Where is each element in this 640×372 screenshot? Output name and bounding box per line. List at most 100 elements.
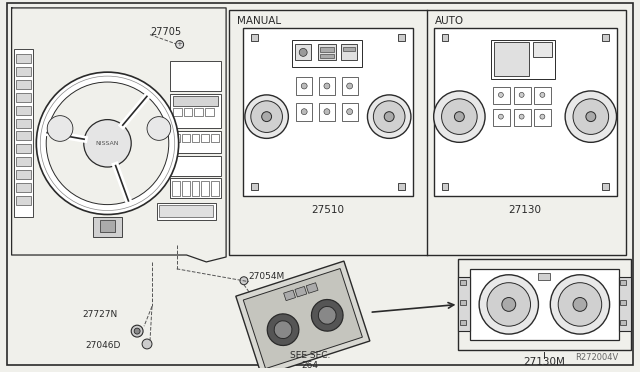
Bar	[243, 269, 362, 369]
Bar	[15, 54, 31, 63]
Bar	[460, 320, 467, 325]
Bar	[296, 103, 312, 121]
Bar	[159, 205, 213, 218]
Circle shape	[134, 328, 140, 334]
Circle shape	[300, 48, 307, 56]
Circle shape	[176, 41, 184, 48]
Circle shape	[274, 321, 292, 339]
Bar	[602, 183, 609, 190]
Circle shape	[479, 275, 538, 334]
Bar	[173, 108, 182, 116]
Text: AUTO: AUTO	[435, 16, 464, 26]
Bar	[15, 170, 31, 179]
Bar	[229, 10, 627, 255]
Bar	[493, 109, 510, 125]
Bar	[494, 42, 529, 76]
Bar	[491, 39, 556, 79]
Bar	[342, 77, 358, 95]
Circle shape	[586, 112, 596, 122]
Text: 27705: 27705	[150, 27, 181, 36]
Bar	[243, 28, 413, 196]
Bar	[236, 261, 370, 372]
Bar	[15, 131, 31, 140]
Circle shape	[324, 109, 330, 115]
Bar	[15, 157, 31, 166]
Bar	[514, 109, 531, 125]
Bar	[620, 280, 627, 285]
Text: 27130M: 27130M	[524, 357, 565, 367]
Bar	[295, 286, 307, 297]
Text: 27046D: 27046D	[86, 341, 121, 350]
Bar	[93, 218, 122, 237]
Text: MANUAL: MANUAL	[237, 16, 281, 26]
Bar	[170, 61, 221, 91]
Bar	[398, 183, 405, 190]
Bar	[205, 108, 214, 116]
Circle shape	[373, 101, 405, 132]
Circle shape	[268, 314, 299, 346]
Circle shape	[147, 117, 171, 140]
Bar	[320, 48, 334, 52]
Circle shape	[142, 339, 152, 349]
Bar	[620, 301, 627, 305]
Circle shape	[502, 298, 516, 311]
Bar	[534, 87, 551, 104]
Circle shape	[46, 82, 169, 205]
Text: SEE SEC.
264: SEE SEC. 264	[290, 351, 330, 371]
Bar	[202, 134, 209, 142]
Bar	[493, 87, 510, 104]
Circle shape	[36, 72, 179, 215]
Bar	[458, 259, 631, 350]
Bar	[191, 181, 200, 196]
Circle shape	[540, 114, 545, 119]
Circle shape	[131, 325, 143, 337]
Bar	[172, 181, 180, 196]
Bar	[15, 67, 31, 76]
Circle shape	[565, 91, 616, 142]
Bar	[170, 178, 221, 198]
Circle shape	[347, 83, 353, 89]
Bar	[458, 277, 470, 331]
Bar	[319, 103, 335, 121]
Circle shape	[347, 109, 353, 115]
Bar	[434, 28, 616, 196]
Circle shape	[318, 307, 336, 324]
Bar	[202, 181, 209, 196]
Circle shape	[442, 99, 477, 134]
Bar	[295, 45, 311, 60]
Bar	[534, 109, 551, 125]
Circle shape	[251, 101, 282, 132]
Circle shape	[301, 83, 307, 89]
Bar	[195, 108, 204, 116]
Circle shape	[540, 92, 545, 97]
Bar	[602, 33, 609, 41]
Text: 27130: 27130	[508, 205, 541, 215]
Circle shape	[519, 114, 524, 119]
Bar	[470, 269, 620, 340]
Circle shape	[519, 92, 524, 97]
Bar	[211, 181, 219, 196]
Bar	[319, 77, 335, 95]
Bar	[292, 39, 362, 67]
Circle shape	[487, 283, 531, 326]
Bar	[182, 134, 189, 142]
Bar	[460, 301, 467, 305]
Bar	[251, 33, 258, 41]
Circle shape	[573, 298, 587, 311]
Bar	[13, 49, 33, 218]
Bar	[182, 181, 189, 196]
Bar	[398, 33, 405, 41]
Bar	[538, 273, 550, 280]
Text: R272004V: R272004V	[575, 353, 618, 362]
Circle shape	[558, 283, 602, 326]
Text: 27510: 27510	[312, 205, 344, 215]
Circle shape	[367, 95, 411, 138]
Bar	[15, 183, 31, 192]
Circle shape	[47, 116, 73, 141]
Text: NISSAN: NISSAN	[96, 141, 119, 146]
Bar	[251, 183, 258, 190]
Bar	[442, 33, 449, 41]
Circle shape	[454, 112, 464, 122]
Bar	[342, 103, 358, 121]
Bar	[284, 290, 296, 301]
